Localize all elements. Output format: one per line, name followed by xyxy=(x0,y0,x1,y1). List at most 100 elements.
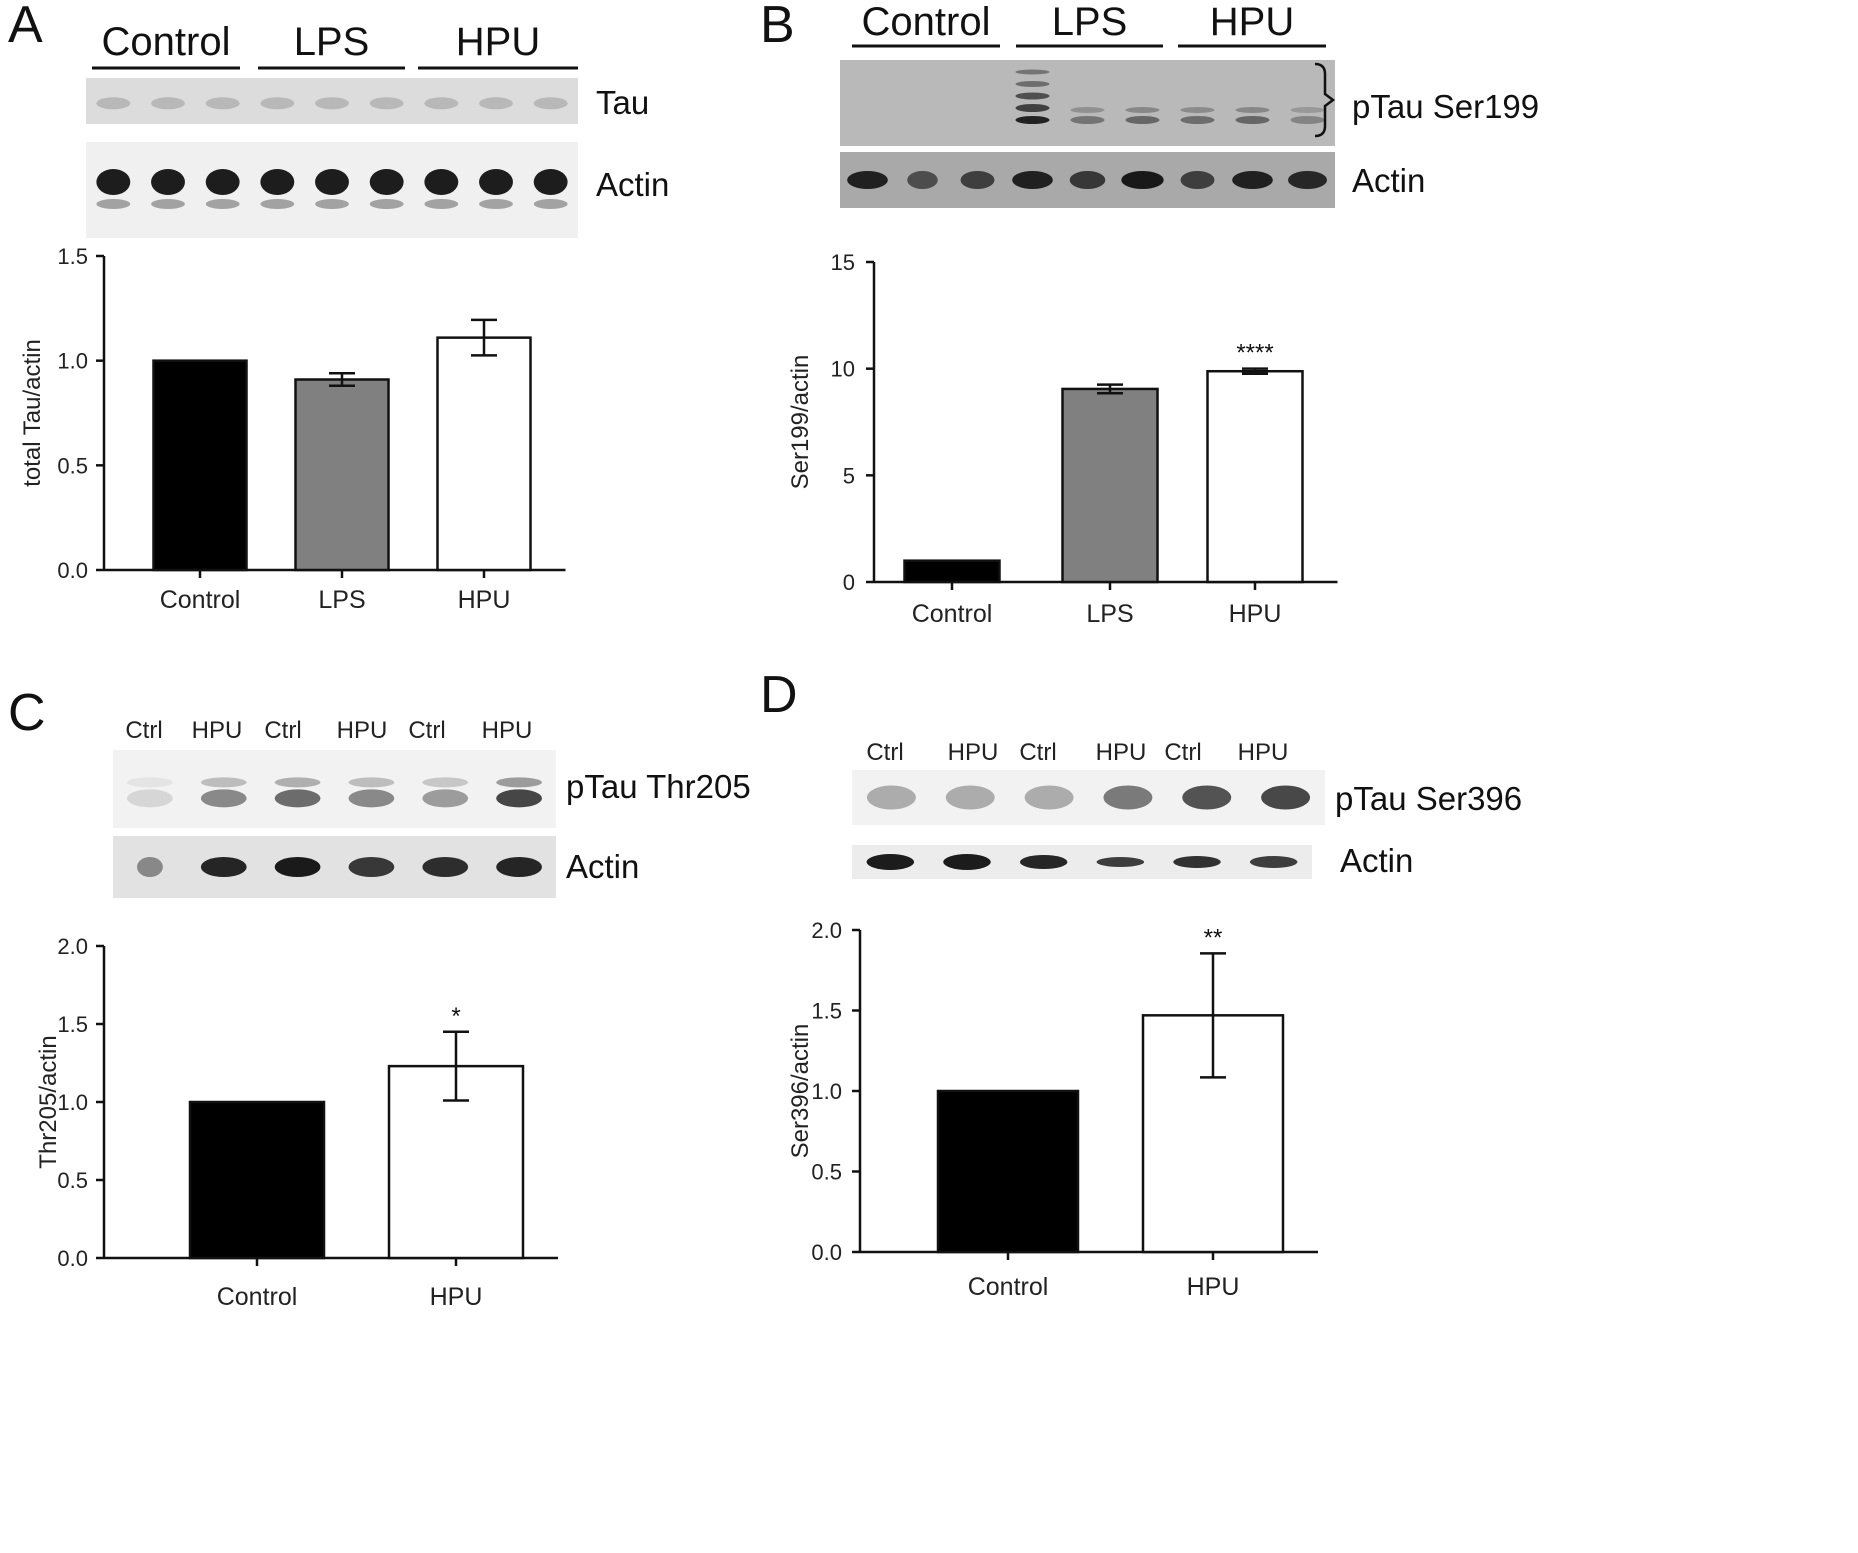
y-axis-label: total Tau/actin xyxy=(19,339,46,487)
blot-tau xyxy=(86,78,578,124)
bar-chart-a: 0.0 0.5 1.0 1.5 total Tau/actin Control LPS HPU xyxy=(19,244,566,614)
y-tick-label: 1.5 xyxy=(57,1012,88,1037)
blot-band xyxy=(369,97,404,110)
blot-band xyxy=(424,97,459,110)
blot-band xyxy=(1180,171,1215,189)
blot-label: pTau Thr205 xyxy=(566,768,751,805)
blot-band xyxy=(348,789,395,808)
blot-band xyxy=(533,97,568,110)
blot-band xyxy=(945,785,995,810)
blot-band xyxy=(315,169,349,195)
panel-d: D Ctrl HPU Ctrl HPU Ctrl HPU pTau Ser396 Actin 0.… xyxy=(760,666,1522,1301)
blot-band xyxy=(136,857,163,877)
blot-band xyxy=(260,199,295,209)
blot-band xyxy=(151,97,185,110)
blot-label: pTau Ser199 xyxy=(1352,88,1539,125)
blot-lane-label: Ctrl xyxy=(125,717,162,744)
blot-band xyxy=(348,857,395,877)
blot-lane-label: HPU xyxy=(1238,739,1289,766)
blot-band xyxy=(127,789,173,808)
blot-band xyxy=(1070,107,1105,113)
blot-band xyxy=(1288,171,1327,189)
blot-band xyxy=(205,169,240,195)
blot-band xyxy=(205,199,240,209)
blot-band xyxy=(274,857,321,877)
x-tick-label: HPU xyxy=(1187,1273,1240,1301)
blot-lane-label: HPU xyxy=(192,717,243,744)
y-tick-label: 5 xyxy=(843,463,855,488)
x-tick-label: LPS xyxy=(1086,600,1133,628)
blot-membrane xyxy=(113,750,556,828)
x-tick-label: HPU xyxy=(1229,600,1282,628)
blot-band xyxy=(151,199,185,209)
bar-hpu xyxy=(1206,369,1304,584)
bar-chart-c: 0.0 0.5 1.0 1.5 2.0 Thr205/actin Control HPU * xyxy=(35,934,558,1311)
blot-band xyxy=(315,97,349,110)
y-tick-label: 0.0 xyxy=(811,1240,842,1265)
y-tick-label: 0.0 xyxy=(57,1246,88,1271)
blot-band xyxy=(1024,785,1074,810)
blot-group-label: LPS xyxy=(1052,0,1128,44)
blot-actin xyxy=(840,152,1335,208)
panel-c: C Ctrl HPU Ctrl HPU Ctrl HPU pTau Thr205 Actin 0.… xyxy=(8,684,751,1311)
blot-band xyxy=(1173,856,1221,868)
significance-marker: **** xyxy=(1236,340,1273,367)
blot-label: Tau xyxy=(596,84,649,121)
blot-lane-label: Ctrl xyxy=(408,717,445,744)
bracket xyxy=(1314,62,1336,138)
bar-control xyxy=(152,359,248,572)
x-tick-label: HPU xyxy=(458,586,511,614)
blot-band xyxy=(1015,104,1050,112)
blot-band xyxy=(1182,785,1232,810)
blot-band xyxy=(479,199,513,209)
blot-band xyxy=(1290,107,1325,113)
blot-band xyxy=(907,171,938,189)
blot-band xyxy=(260,169,295,195)
significance-marker: * xyxy=(451,1003,460,1030)
blot-band xyxy=(1070,116,1105,124)
blot-band xyxy=(496,857,542,877)
blot-label: Actin xyxy=(596,166,669,203)
bar-lps xyxy=(1061,387,1159,584)
blot-band xyxy=(1015,116,1050,124)
y-tick-label: 0.0 xyxy=(57,558,88,583)
blot-band xyxy=(1125,107,1160,113)
blot-actin xyxy=(86,142,578,238)
blot-band xyxy=(422,789,469,808)
blot-band xyxy=(1235,116,1270,124)
bar-lps xyxy=(294,378,390,572)
y-tick-label: 0.5 xyxy=(57,1168,88,1193)
blot-band xyxy=(1015,69,1050,75)
y-tick-label: 0 xyxy=(843,570,855,595)
blot-lane-label: HPU xyxy=(948,739,999,766)
blot-ptau-thr205 xyxy=(113,750,556,828)
blot-band xyxy=(422,777,469,788)
blot-band xyxy=(1121,171,1164,189)
blot-band xyxy=(943,854,991,870)
blot-label: Actin xyxy=(1352,162,1425,199)
bar-hpu xyxy=(436,336,532,572)
blot-band xyxy=(315,199,349,209)
blot-lane-label: HPU xyxy=(337,717,388,744)
y-tick-label: 10 xyxy=(831,357,855,382)
blot-band xyxy=(1012,171,1053,189)
blot-lane-label: Ctrl xyxy=(1164,739,1201,766)
y-axis-label: Ser396/actin xyxy=(787,1024,814,1159)
blot-band xyxy=(369,169,404,195)
x-tick-label: HPU xyxy=(430,1283,483,1311)
blot-band xyxy=(1125,116,1160,124)
blot-band xyxy=(479,97,513,110)
x-tick-label: Control xyxy=(912,600,993,628)
y-tick-label: 1.0 xyxy=(811,1079,842,1104)
panel-b: B Control LPS HPU pTau Ser199 Actin 0 5 10 15 Ser1… xyxy=(760,0,1539,628)
blot-band xyxy=(422,857,469,877)
bar-chart-d: 0.0 0.5 1.0 1.5 2.0 Ser396/actin Control HPU ** xyxy=(787,918,1318,1301)
blot-band xyxy=(424,169,459,195)
blot-band xyxy=(479,169,513,195)
blot-group-label: HPU xyxy=(456,20,540,64)
x-tick-label: Control xyxy=(217,1283,298,1311)
blot-band xyxy=(1103,785,1153,810)
blot-ptau-ser199 xyxy=(840,60,1335,146)
y-tick-label: 1.5 xyxy=(811,999,842,1024)
blot-group-label: LPS xyxy=(294,20,370,64)
